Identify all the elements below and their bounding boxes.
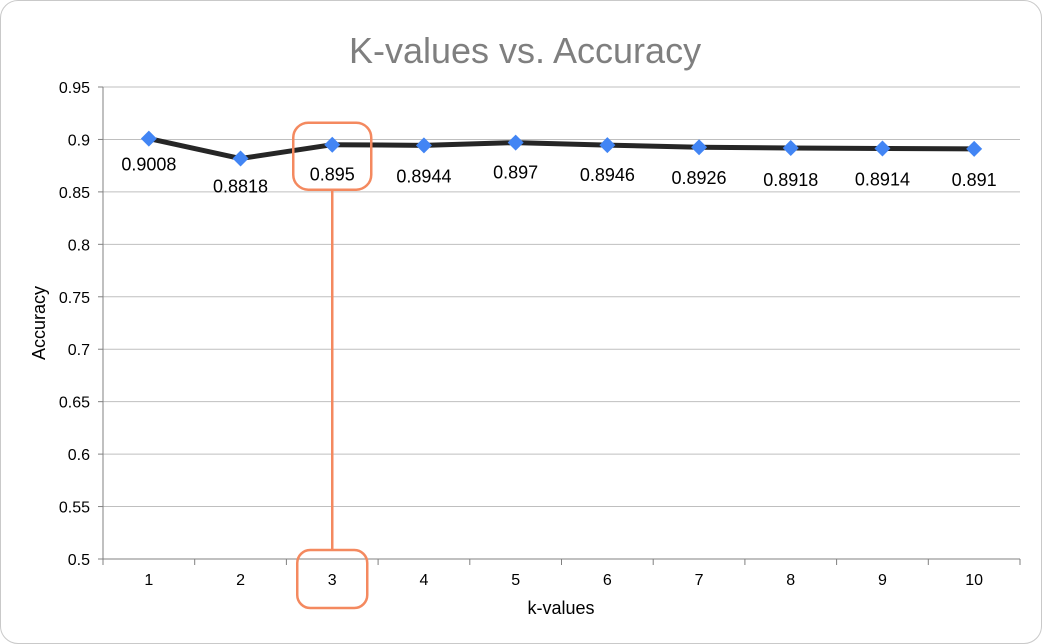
data-label: 0.8944: [396, 166, 451, 186]
data-point-marker: [874, 140, 891, 157]
x-tick-label: 6: [603, 572, 612, 589]
x-tick-label: 8: [786, 572, 795, 589]
y-tick-label: 0.8: [68, 237, 90, 254]
data-label: 0.897: [493, 163, 538, 183]
y-tick-label: 0.6: [68, 447, 90, 464]
y-tick-label: 0.5: [68, 552, 90, 569]
data-label: 0.891: [952, 170, 997, 190]
series-line: [148, 136, 975, 162]
data-point-marker: [232, 150, 249, 167]
data-point-marker: [782, 140, 799, 157]
x-tick-label: 1: [144, 572, 153, 589]
data-labels: 0.9008 0.8818 0.895 0.8944 0.897 0.8946 0.8926…: [121, 155, 996, 197]
data-label: 0.9008: [121, 155, 176, 175]
y-tick-label: 0.65: [59, 395, 90, 412]
data-label: 0.895: [310, 165, 355, 185]
data-label: 0.8926: [672, 168, 727, 188]
data-point-marker: [599, 137, 616, 154]
data-point-marker: [966, 140, 983, 157]
x-tick-label: 4: [419, 572, 428, 589]
series: [140, 130, 983, 167]
data-point-marker: [415, 137, 432, 154]
x-tick-label: 2: [236, 572, 245, 589]
data-label: 0.8946: [580, 165, 635, 185]
x-tick-label: 7: [695, 572, 704, 589]
x-tick-label: 9: [878, 572, 887, 589]
gridlines: [103, 86, 1020, 508]
data-point-marker: [691, 139, 708, 156]
axes: 0.95 0.9 0.85 0.8 0.75 0.7 0.65 0.6 0.55 0.5 1 2 3 4 5…: [59, 80, 1021, 589]
y-tick-label: 0.55: [59, 500, 90, 517]
x-tick-label: 5: [511, 572, 520, 589]
data-point-marker: [140, 130, 157, 147]
data-label: 0.8914: [855, 169, 910, 189]
y-tick-label: 0.7: [68, 342, 90, 359]
y-tick-label: 0.95: [59, 80, 90, 97]
highlight-annotation: [292, 121, 373, 610]
data-label: 0.8818: [213, 177, 268, 197]
data-label: 0.8918: [763, 170, 818, 190]
data-point-marker: [507, 134, 524, 151]
x-tick-label: 3: [328, 572, 337, 589]
x-axis-title: k-values: [527, 598, 594, 618]
y-tick-label: 0.9: [68, 132, 90, 149]
data-point-marker: [324, 136, 341, 153]
x-tick-label: 10: [965, 572, 983, 589]
chart-title: K-values vs. Accuracy: [349, 30, 701, 71]
y-tick-label: 0.75: [59, 290, 90, 307]
y-axis-title: Accuracy: [29, 286, 49, 360]
y-tick-label: 0.85: [59, 185, 90, 202]
